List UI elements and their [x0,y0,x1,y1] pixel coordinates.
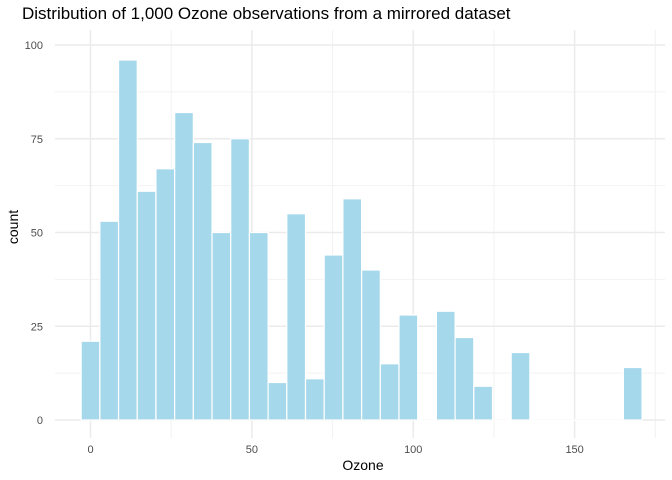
histogram-bar [529,419,550,422]
chart-title: Distribution of 1,000 Ozone observations… [22,4,511,23]
histogram-bar [192,141,213,421]
y-tick-label: 75 [31,134,43,146]
histogram-bar [304,378,325,421]
histogram-bar [566,419,587,422]
y-tick-label: 100 [25,40,43,52]
y-tick-label: 50 [31,228,43,240]
y-axis-label: count [5,210,21,244]
histogram-bar [417,419,438,422]
histogram-bar [547,419,568,422]
x-tick-label: 0 [87,444,93,456]
x-tick-label: 100 [404,444,422,456]
histogram-bar [454,336,475,421]
histogram-bar [155,168,176,421]
histogram-bar [267,381,288,421]
histogram-bar [510,351,531,421]
histogram-bar [136,190,157,421]
histogram-bar [230,138,251,421]
histogram-bar [585,419,606,422]
y-tick-label: 0 [37,415,43,427]
histogram-bar [211,231,232,421]
histogram-bar [491,419,512,422]
histogram-bar [398,314,419,421]
histogram-bar [286,213,307,421]
histogram-bar [604,419,624,422]
histogram-bar [342,198,363,421]
histogram-bar [80,340,101,421]
histogram-bar [622,366,643,421]
histogram-bar [99,220,120,421]
histogram-bar [174,111,194,421]
histogram-bar [248,231,269,421]
histogram-bar [361,269,381,421]
histogram-bar [379,363,400,421]
histogram-bar [435,310,456,421]
x-tick-label: 50 [246,444,258,456]
histogram-bar [473,385,494,421]
histogram-bar [117,59,138,421]
x-tick-label: 150 [565,444,583,456]
histogram-bar [323,254,344,421]
x-axis-label: Ozone [342,457,383,473]
y-tick-label: 25 [31,321,43,333]
